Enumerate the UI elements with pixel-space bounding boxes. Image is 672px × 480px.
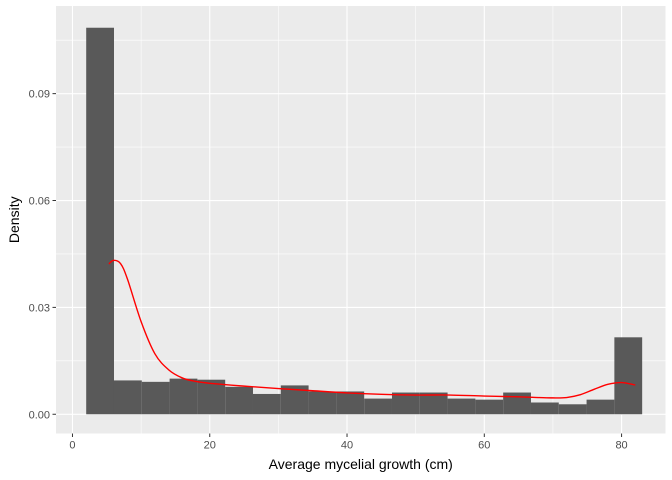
x-axis-title: Average mycelial growth (cm) xyxy=(269,456,453,472)
y-tick-label: 0.09 xyxy=(29,89,50,101)
histogram-bar xyxy=(336,391,365,415)
histogram-bar xyxy=(141,381,170,415)
histogram-bar xyxy=(475,399,504,415)
x-tick-label: 20 xyxy=(204,440,216,452)
histogram-bar xyxy=(586,399,615,415)
plot-panel xyxy=(56,6,666,434)
minor-gridlines xyxy=(56,6,666,434)
histogram-bar xyxy=(558,404,587,415)
y-axis: 0.00 0.03 0.06 0.09 xyxy=(29,89,56,421)
x-tick-label: 40 xyxy=(341,440,353,452)
histogram-bar xyxy=(364,398,392,415)
histogram-bar xyxy=(530,402,559,415)
x-tick-label: 60 xyxy=(478,440,490,452)
y-tick-label: 0.03 xyxy=(29,302,50,314)
histogram-bar xyxy=(419,392,448,415)
histogram-bar xyxy=(252,393,281,415)
x-axis: 0 20 40 60 80 xyxy=(69,433,628,452)
y-axis-title: Density xyxy=(6,196,22,243)
histogram-bar xyxy=(308,391,337,415)
histogram-bar xyxy=(169,378,198,415)
y-tick-label: 0.06 xyxy=(29,196,50,208)
histogram-bar xyxy=(197,379,226,415)
histogram-bar xyxy=(503,392,531,415)
histogram-bar xyxy=(447,398,476,415)
y-tick-label: 0.00 xyxy=(29,409,50,421)
histogram-bar xyxy=(391,392,420,415)
histogram-bar xyxy=(614,337,643,415)
histogram-bar xyxy=(86,27,114,415)
x-tick-label: 0 xyxy=(69,440,75,452)
x-tick-label: 80 xyxy=(615,440,627,452)
histogram-bar xyxy=(225,386,253,415)
histogram-bar xyxy=(113,380,142,415)
density-curve xyxy=(108,259,636,399)
